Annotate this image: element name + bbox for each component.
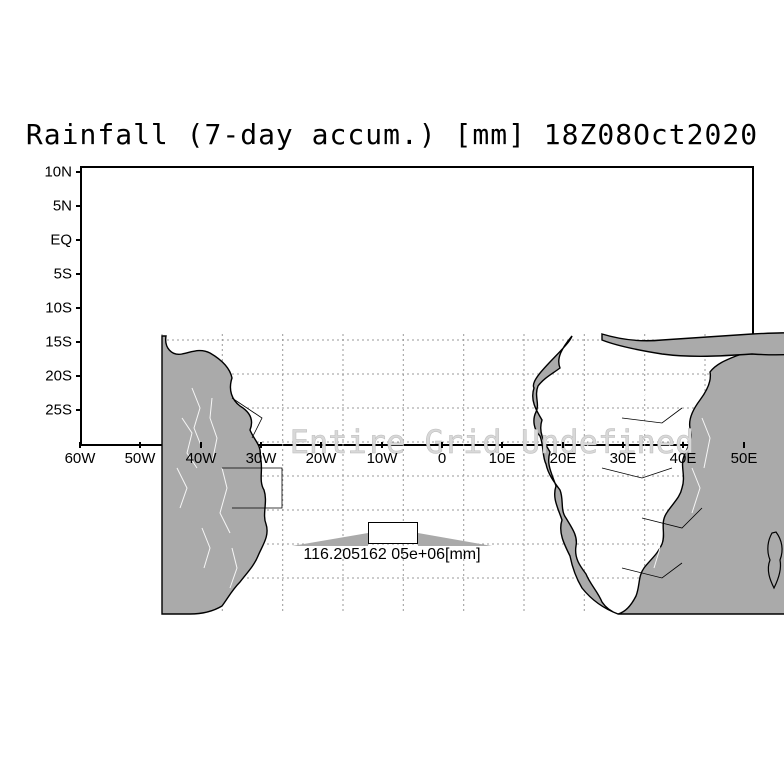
xtick-mark-5 — [381, 442, 383, 448]
map-root: Rainfall (7-day accum.) [mm] 18Z08Oct202… — [0, 0, 784, 612]
ytick-mark-4 — [76, 307, 82, 309]
xtick-30E: 30E — [603, 450, 643, 467]
xtick-mark-2 — [200, 442, 202, 448]
xtick-20E: 20E — [543, 450, 583, 467]
ytick-5S: 5S — [0, 266, 72, 283]
gridlines-svg — [82, 168, 784, 780]
ytick-mark-5 — [76, 341, 82, 343]
ytick-10N: 10N — [0, 164, 72, 181]
ytick-EQ: EQ — [0, 232, 72, 249]
xtick-mark-0 — [79, 442, 81, 448]
xtick-10E: 10E — [482, 450, 522, 467]
xtick-mark-11 — [743, 442, 745, 448]
chart-title: Rainfall (7-day accum.) [mm] 18Z08Oct202… — [0, 118, 784, 151]
xtick-40W: 40W — [181, 450, 221, 467]
ytick-mark-0 — [76, 171, 82, 173]
ytick-mark-1 — [76, 205, 82, 207]
ytick-mark-2 — [76, 239, 82, 241]
colorbar-legend: 116.205162 05e+06[mm] — [292, 520, 492, 580]
ytick-mark-7 — [76, 409, 82, 411]
colorbar-box — [368, 522, 418, 544]
ytick-15S: 15S — [0, 334, 72, 351]
colorbar-arrow-low — [292, 520, 368, 546]
xtick-mark-3 — [260, 442, 262, 448]
xtick-mark-9 — [622, 442, 624, 448]
colorbar-shape — [292, 520, 492, 546]
country-borders-svg — [82, 168, 784, 780]
ytick-5N: 5N — [0, 198, 72, 215]
xtick-mark-6 — [441, 442, 443, 448]
ytick-mark-3 — [76, 273, 82, 275]
xtick-50E: 50E — [724, 450, 764, 467]
xtick-mark-8 — [562, 442, 564, 448]
ytick-mark-6 — [76, 375, 82, 377]
ytick-10S: 10S — [0, 300, 72, 317]
ytick-20S: 20S — [0, 368, 72, 385]
colorbar-arrow-high — [418, 520, 492, 546]
xtick-mark-1 — [139, 442, 141, 448]
plot-frame: Entire Grid Undefined — [80, 166, 754, 446]
xtick-40E: 40E — [663, 450, 703, 467]
ytick-25S: 25S — [0, 402, 72, 419]
colorbar-value-label: 116.205162 05e+06[mm] — [292, 546, 492, 564]
xtick-0: 0 — [422, 450, 462, 467]
xtick-mark-7 — [501, 442, 503, 448]
xtick-30W: 30W — [241, 450, 281, 467]
xtick-60W: 60W — [60, 450, 100, 467]
xtick-20W: 20W — [301, 450, 341, 467]
xtick-mark-4 — [320, 442, 322, 448]
xtick-50W: 50W — [120, 450, 160, 467]
xtick-mark-10 — [682, 442, 684, 448]
xtick-10W: 10W — [362, 450, 402, 467]
